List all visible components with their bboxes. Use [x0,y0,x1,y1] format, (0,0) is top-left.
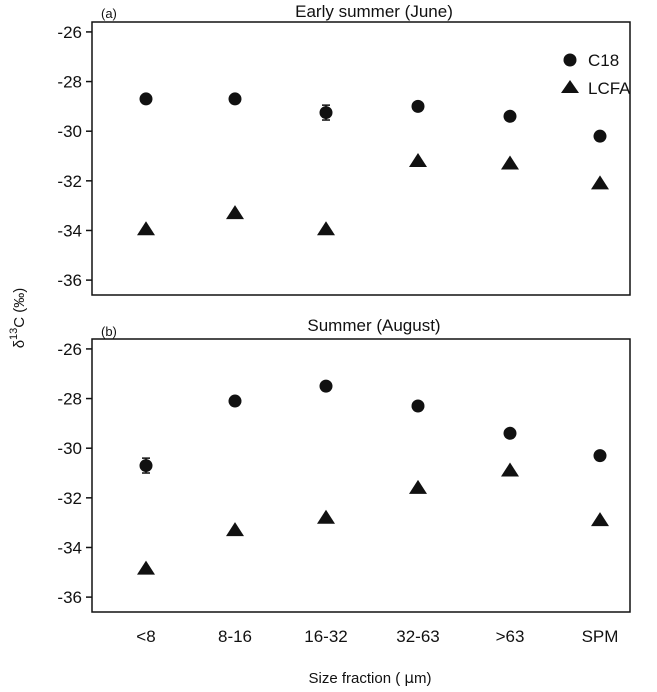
x-axis: <8 8-16 16-32 32-63 >63 SPM [136,627,618,646]
x-tick-label: 8-16 [218,627,252,646]
y-axis-label-delta: δ [11,340,28,348]
y-tick-label: -30 [57,122,82,141]
y-tick-label: -32 [57,489,82,508]
lcfa-point [226,522,244,537]
legend-c18-marker [563,53,577,67]
x-tick-label: SPM [582,627,619,646]
x-tick-label: 16-32 [304,627,347,646]
x-axis-label-unit: m) [414,670,432,687]
y-tick-label: -30 [57,439,82,458]
y-tick-label: -36 [57,588,82,607]
lcfa-point [137,560,155,575]
panel-b-label: (b) [101,324,117,339]
lcfa-point [317,509,335,524]
x-tick-label: >63 [496,627,525,646]
y-axis-label-superscript: 13 [8,328,20,340]
c18-point [228,92,242,106]
c18-point [503,426,517,440]
x-axis-label-prefix: Size fraction ( [309,670,405,687]
y-tick-label: -26 [57,23,82,42]
y-axis-label-rest: C (‰) [11,288,28,328]
y-axis-label: δ13C (‰) [8,288,28,349]
y-tick-label: -26 [57,340,82,359]
panel-b-y-axis: -26 -28 -30 -32 -34 -36 [57,340,92,607]
c18-point [139,459,153,473]
panel-a-title: Early summer (June) [295,2,453,21]
y-tick-label: -28 [57,73,82,92]
panel-a-frame [91,21,631,296]
legend-lcfa-marker [561,80,579,93]
y-tick-label: -36 [57,271,82,290]
panel-b-title: Summer (August) [307,316,440,335]
panel-a-label: (a) [101,6,117,21]
lcfa-point [501,462,519,477]
c18-point [503,109,517,123]
lcfa-point [226,205,244,220]
lcfa-point [501,155,519,170]
c18-point [411,399,425,413]
panel-b-marks [137,379,609,575]
panel-b-frame [91,338,631,613]
c18-point [593,449,607,463]
legend-lcfa-label: LCFA [588,79,631,98]
y-tick-label: -34 [57,221,82,240]
y-tick-label: -32 [57,172,82,191]
lcfa-point [137,221,155,236]
c18-point [319,379,333,393]
lcfa-point [591,175,609,190]
legend-c18-label: C18 [588,51,619,70]
c18-point [319,106,333,120]
y-tick-label: -34 [57,538,82,557]
c18-point [228,394,242,408]
panel-b: (b) Summer (August) -26 -28 -30 -32 -34 -36 [57,316,631,613]
x-axis-label-mu: μ [404,669,414,687]
panel-a: (a) Early summer (June) -26-28-30-32-34-… [57,2,631,296]
panel-a-y-axis: -26 -28 -30 -32 -34 -36 [57,23,92,290]
panel-a-marks [137,92,609,236]
x-axis-label: Size fraction ( μm) [309,669,432,687]
lcfa-point [317,221,335,236]
c18-point [139,92,153,106]
x-tick-label: <8 [136,627,155,646]
y-tick-label: -28 [57,390,82,409]
legend: C18 LCFA [561,51,631,98]
c18-point [411,99,425,113]
lcfa-point [591,512,609,527]
c18-point [593,129,607,143]
x-tick-label: 32-63 [396,627,439,646]
lcfa-point [409,479,427,494]
lcfa-point [409,152,427,167]
